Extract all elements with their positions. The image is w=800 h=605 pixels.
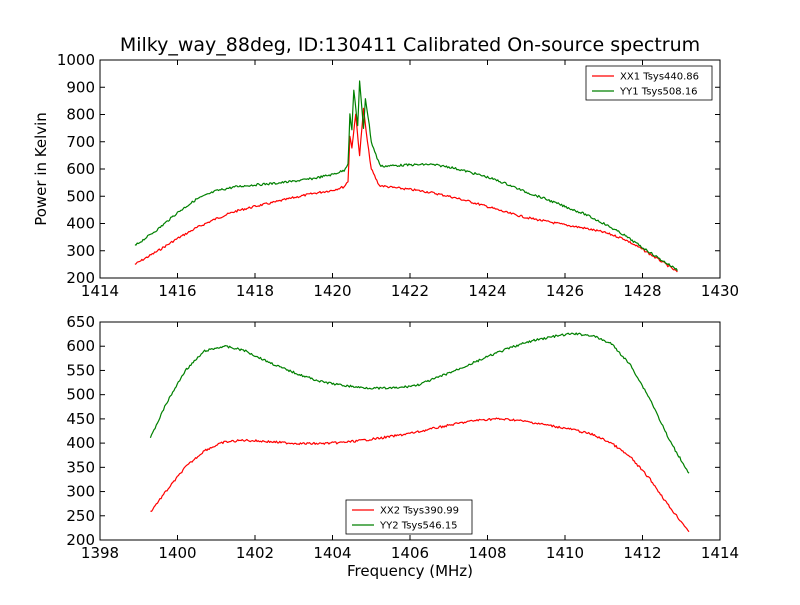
legend-label: YY2 Tsys546.15 [379, 521, 458, 532]
series-line-1-2 [134, 80, 678, 271]
y-tick-label: 400 [66, 215, 95, 233]
legend-label: XX2 Tsys390.99 [380, 506, 459, 517]
y-tick-label: 600 [66, 337, 95, 355]
x-tick-label: 1430 [701, 282, 739, 300]
legend: XX1 Tsys440.86 YY1 Tsys508.16 [585, 65, 713, 101]
chart-panel-1: 1414 1416 1418 1420 1422 1424 1426 1428 1430 200 3… [32, 51, 739, 300]
y-tick-label: 550 [66, 361, 95, 379]
y-tick-label: 200 [66, 531, 95, 549]
y-axis-label: Power in Kelvin [32, 112, 50, 226]
y-tick-label: 650 [66, 313, 95, 331]
x-tick-label: 1410 [546, 544, 584, 562]
y-tick-label: 1000 [57, 51, 95, 69]
x-tick-label: 1402 [236, 544, 274, 562]
series-line-2-2 [149, 332, 690, 474]
y-tick-label: 350 [66, 458, 95, 476]
y-tick-label: 300 [66, 483, 95, 501]
x-tick-label: 1412 [623, 544, 661, 562]
x-tick-label: 1414 [81, 282, 119, 300]
y-tick-label: 500 [66, 386, 95, 404]
y-tick-label: 600 [66, 160, 95, 178]
legend: XX2 Tsys390.99 YY2 Tsys546.15 [345, 499, 473, 535]
y-tick-label: 250 [66, 507, 95, 525]
x-tick-label: 1398 [81, 544, 119, 562]
x-tick-label: 1428 [623, 282, 661, 300]
x-tick-label: 1424 [468, 282, 506, 300]
x-tick-label: 1426 [546, 282, 584, 300]
x-tick-label: 1420 [313, 282, 351, 300]
x-tick-label: 1404 [313, 544, 351, 562]
y-tick-label: 400 [66, 434, 95, 452]
y-tick-label: 900 [66, 78, 95, 96]
x-tick-label: 1408 [468, 544, 506, 562]
x-tick-label: 1400 [158, 544, 196, 562]
legend-box [345, 499, 473, 535]
x-axis-label: Frequency (MHz) [347, 562, 473, 580]
y-tick-label: 500 [66, 187, 95, 205]
chart-title: Milky_way_88deg, ID:130411 Calibrated On… [119, 34, 701, 56]
x-tick-label: 1416 [158, 282, 196, 300]
x-tick-label: 1406 [391, 544, 429, 562]
y-tick-label: 800 [66, 106, 95, 124]
x-tick-label: 1414 [701, 544, 739, 562]
y-tick-label: 200 [66, 269, 95, 287]
series-line-2-1 [150, 417, 690, 533]
y-tick-label: 300 [66, 242, 95, 260]
legend-label: YY1 Tsys508.16 [619, 87, 698, 98]
chart-panel-2: 1398 1400 1402 1404 1406 1408 1410 1412 1414 200 2… [66, 313, 739, 580]
y-tick-label: 450 [66, 410, 95, 428]
x-tick-label: 1418 [236, 282, 274, 300]
x-tick-label: 1422 [391, 282, 429, 300]
y-tick-label: 700 [66, 133, 95, 151]
legend-box [585, 65, 713, 101]
series-line-1-1 [134, 107, 678, 273]
legend-label: XX1 Tsys440.86 [620, 72, 699, 83]
